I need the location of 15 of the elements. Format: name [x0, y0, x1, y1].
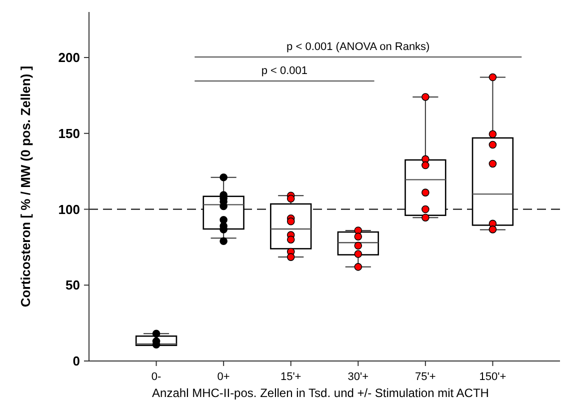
y-tick-label: 150 — [58, 126, 80, 141]
x-tick-label: 0- — [151, 371, 162, 383]
x-tick-label: 150'+ — [479, 371, 506, 383]
annotation: p < 0.001 (ANOVA on Ranks) — [286, 41, 430, 53]
x-tick-label: 30'+ — [348, 371, 369, 383]
x-axis-title: Anzahl MHC-II-pos. Zellen in Tsd. und +/- Stimulation mit ACTH — [152, 386, 489, 400]
y-tick-label: 100 — [58, 202, 80, 217]
y-tick-label: 0 — [72, 354, 80, 369]
y-axis-title: Corticosteron [ % / MW (0 pos. Zellen) ] — [18, 66, 33, 308]
x-tick-label: 15'+ — [280, 371, 302, 383]
x-tick-label: 0+ — [217, 371, 230, 383]
x-tick-label: 75'+ — [415, 371, 436, 383]
annotation: p < 0.001 — [261, 65, 308, 77]
y-tick-label: 50 — [66, 278, 80, 293]
y-tick-label: 200 — [58, 50, 80, 66]
